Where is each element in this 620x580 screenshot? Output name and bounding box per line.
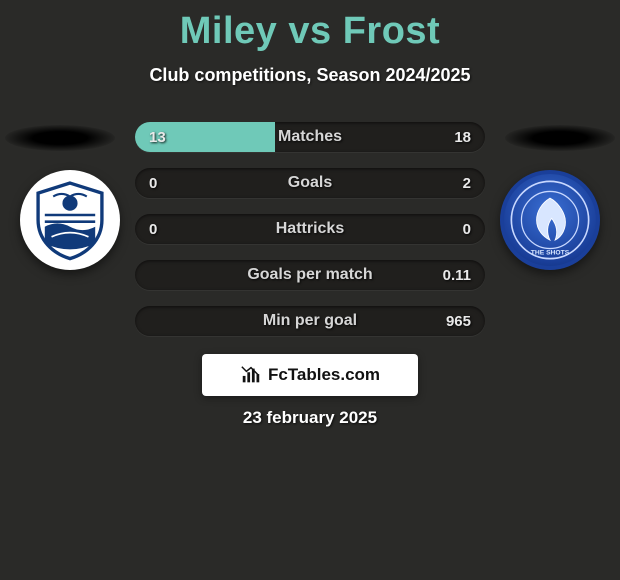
page-title: Miley vs Frost (0, 0, 620, 53)
stat-value-right: 965 (441, 313, 471, 330)
stat-value-right: 2 (441, 175, 471, 192)
source-badge: FcTables.com (202, 354, 418, 396)
stat-row-goals: 0 Goals 2 (135, 168, 485, 198)
shadow-left (5, 125, 115, 151)
stat-label: Goals per match (135, 266, 485, 284)
subtitle: Club competitions, Season 2024/2025 (0, 65, 620, 86)
stat-value-right: 0.11 (441, 267, 471, 284)
team-left-crest (20, 170, 120, 270)
stat-row-matches: 13 Matches 18 (135, 122, 485, 152)
stat-row-goals-per-match: Goals per match 0.11 (135, 260, 485, 290)
stat-label: Matches (135, 128, 485, 146)
bar-chart-icon (240, 364, 262, 386)
southend-united-crest-icon (28, 178, 112, 262)
svg-text:THE SHOTS: THE SHOTS (531, 249, 570, 256)
stats-container: 13 Matches 18 0 Goals 2 0 Hattricks 0 Go… (135, 122, 485, 352)
date-text: 23 february 2025 (0, 408, 620, 428)
stat-label: Min per goal (135, 312, 485, 330)
stat-row-min-per-goal: Min per goal 965 (135, 306, 485, 336)
stat-value-right: 0 (441, 221, 471, 238)
aldershot-town-crest-icon: THE SHOTS (508, 178, 592, 262)
team-right-crest: THE SHOTS (500, 170, 600, 270)
stat-label: Goals (135, 174, 485, 192)
stat-label: Hattricks (135, 220, 485, 238)
stat-value-right: 18 (441, 129, 471, 146)
stat-row-hattricks: 0 Hattricks 0 (135, 214, 485, 244)
source-text: FcTables.com (268, 365, 380, 385)
shadow-right (505, 125, 615, 151)
